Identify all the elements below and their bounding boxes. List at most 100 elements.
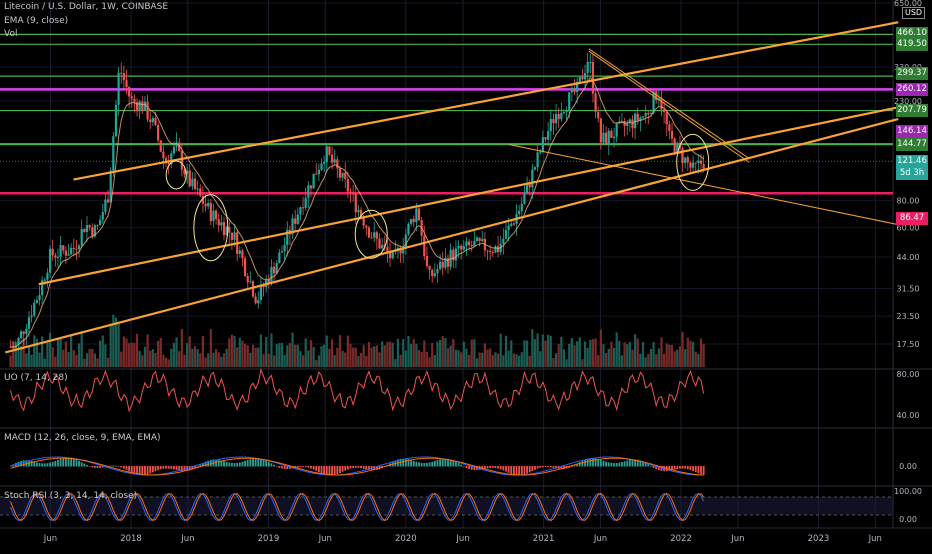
candle-body	[104, 199, 107, 212]
volume-bar	[120, 351, 123, 367]
volume-bar	[265, 336, 268, 367]
macd-hist	[254, 458, 257, 467]
volume-bar	[470, 339, 473, 367]
volume-bar	[170, 348, 173, 367]
macd-hist	[428, 462, 431, 467]
volume-bar	[114, 317, 118, 367]
volume-bar	[48, 332, 52, 367]
candle-body	[249, 281, 252, 283]
annotation-ellipse	[193, 194, 229, 262]
volume-bar	[647, 354, 650, 367]
candle-body	[644, 112, 647, 117]
macd-hist	[402, 458, 405, 467]
macd-hist	[415, 461, 418, 467]
volume-bar	[233, 335, 236, 367]
candle-body	[605, 132, 608, 144]
volume-bar	[352, 347, 355, 367]
macd-hist	[618, 462, 621, 467]
candle-body	[541, 137, 544, 152]
volume-legend[interactable]: Vol	[4, 29, 18, 39]
volume-bar	[212, 352, 215, 367]
macd-hist	[626, 460, 629, 467]
candle-body	[157, 125, 160, 141]
macd-legend[interactable]: MACD (12, 26, close, 9, EMA, EMA)	[4, 433, 161, 443]
candle-body	[568, 92, 571, 111]
volume-bar	[557, 343, 560, 367]
price-label: 146.14	[896, 125, 928, 138]
macd-hist	[578, 462, 581, 467]
macd-hist	[354, 466, 357, 468]
stoch-k	[10, 492, 705, 522]
volume-bar	[125, 338, 128, 367]
candle-body	[518, 210, 521, 215]
macd-hist	[125, 466, 128, 470]
candle-body	[404, 234, 407, 247]
volume-bar	[370, 347, 373, 367]
volume-bar	[641, 342, 645, 367]
macd-hist	[352, 466, 355, 469]
stoch-legend[interactable]: Stoch RSI (3, 3, 14, 14, close)	[4, 491, 138, 501]
uo-legend[interactable]: UO (7, 14, 28)	[4, 373, 68, 383]
macd-hist	[35, 462, 38, 467]
macd-hist	[436, 460, 439, 467]
volume-bar	[594, 338, 597, 367]
macd-hist	[138, 466, 141, 476]
volume-bar	[88, 348, 91, 367]
volume-bar	[296, 344, 299, 367]
volume-bar	[280, 342, 284, 367]
volume-bar	[85, 353, 89, 367]
volume-bar	[207, 353, 210, 367]
volume-bar	[639, 353, 642, 367]
candle-body	[133, 98, 136, 103]
volume-bar	[465, 348, 468, 367]
candle-body	[359, 209, 363, 217]
macd-hist	[607, 462, 610, 467]
volume-bar	[93, 353, 96, 367]
candle-body	[246, 275, 249, 283]
macd-hist	[22, 460, 25, 467]
candle-body	[291, 218, 294, 235]
volume-bar	[523, 340, 526, 367]
candle-body	[41, 280, 44, 296]
volume-bar	[663, 353, 666, 367]
macd-hist	[360, 466, 362, 469]
time-label: 2022	[670, 534, 692, 544]
volume-bar	[336, 347, 339, 367]
candle-body	[301, 207, 305, 209]
volume-bar	[581, 359, 584, 367]
macd-hist	[481, 466, 484, 470]
macd-hist	[273, 464, 275, 467]
candle-body	[494, 246, 497, 253]
macd-hist	[528, 466, 531, 473]
candle-body	[33, 302, 36, 316]
candle-body	[325, 146, 328, 163]
volume-bar	[373, 346, 376, 367]
volume-bar	[204, 357, 207, 367]
macd-hist	[30, 461, 33, 467]
volume-bar	[217, 352, 220, 367]
trend-line	[38, 106, 899, 286]
macd-hist	[72, 458, 75, 467]
macd-hist	[589, 458, 592, 467]
volume-bar	[386, 341, 389, 367]
macd-hist	[46, 463, 49, 467]
candle-body	[283, 245, 286, 252]
volume-bar	[33, 335, 36, 367]
macd-hist	[88, 466, 91, 467]
candle-body	[681, 148, 684, 163]
macd-hist	[146, 466, 149, 475]
volume-bar	[41, 336, 44, 367]
volume-bar	[154, 353, 157, 367]
indicator-panes	[0, 368, 893, 522]
ema-legend[interactable]: EMA (9, close)	[4, 16, 69, 26]
candle-body	[315, 173, 318, 175]
volume-bar	[149, 350, 152, 367]
macd-hist	[368, 466, 370, 470]
macd-hist	[499, 466, 502, 470]
candle-body	[304, 197, 307, 208]
macd-hist	[689, 466, 692, 470]
candle-body	[512, 223, 515, 225]
currency-badge[interactable]: USD	[902, 7, 926, 19]
